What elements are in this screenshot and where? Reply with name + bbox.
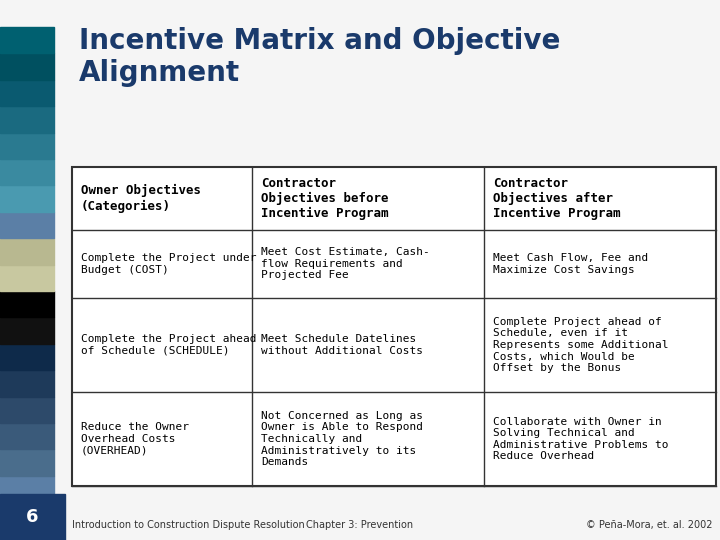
Text: Collaborate with Owner in
Solving Technical and
Administrative Problems to
Reduc: Collaborate with Owner in Solving Techni… — [493, 416, 669, 461]
Text: Not Concerned as Long as
Owner is Able to Respond
Technically and
Administrative: Not Concerned as Long as Owner is Able t… — [261, 411, 423, 467]
Text: Contractor
Objectives after
Incentive Program: Contractor Objectives after Incentive Pr… — [493, 177, 621, 220]
Bar — [0, 423, 54, 449]
Text: Meet Schedule Datelines
without Additional Costs: Meet Schedule Datelines without Addition… — [261, 334, 423, 356]
Text: 6: 6 — [26, 508, 39, 526]
Bar — [0, 265, 54, 291]
Text: Incentive Matrix and Objective
Alignment: Incentive Matrix and Objective Alignment — [79, 27, 561, 87]
Text: Complete the Project under
Budget (COST): Complete the Project under Budget (COST) — [81, 253, 256, 274]
Text: Complete the Project ahead
of Schedule (SCHEDULE): Complete the Project ahead of Schedule (… — [81, 334, 256, 356]
Text: Chapter 3: Prevention: Chapter 3: Prevention — [307, 521, 413, 530]
Text: Introduction to Construction Dispute Resolution: Introduction to Construction Dispute Res… — [72, 521, 305, 530]
Bar — [0, 185, 54, 212]
Bar — [0, 494, 65, 540]
Bar — [0, 80, 54, 106]
Bar — [72, 167, 716, 486]
Bar — [0, 318, 54, 344]
Text: Meet Cash Flow, Fee and
Maximize Cost Savings: Meet Cash Flow, Fee and Maximize Cost Sa… — [493, 253, 648, 274]
Bar — [0, 159, 54, 185]
Bar — [0, 396, 54, 423]
Bar — [0, 370, 54, 396]
Bar — [0, 344, 54, 370]
Text: Complete Project ahead of
Schedule, even if it
Represents some Additional
Costs,: Complete Project ahead of Schedule, even… — [493, 317, 669, 373]
Bar — [72, 167, 716, 486]
Bar — [0, 476, 54, 502]
Text: Owner Objectives
(Categories): Owner Objectives (Categories) — [81, 184, 201, 213]
Bar — [0, 106, 54, 133]
Text: © Peña-Mora, et. al. 2002: © Peña-Mora, et. al. 2002 — [586, 521, 713, 530]
Bar — [0, 212, 54, 238]
Bar — [0, 238, 54, 265]
Bar — [0, 291, 54, 318]
Text: Meet Cost Estimate, Cash-
flow Requirements and
Projected Fee: Meet Cost Estimate, Cash- flow Requireme… — [261, 247, 430, 280]
Bar — [0, 27, 54, 53]
Text: Contractor
Objectives before
Incentive Program: Contractor Objectives before Incentive P… — [261, 177, 389, 220]
Text: Reduce the Owner
Overhead Costs
(OVERHEAD): Reduce the Owner Overhead Costs (OVERHEA… — [81, 422, 189, 456]
Bar — [0, 449, 54, 476]
Bar — [0, 133, 54, 159]
Bar — [0, 53, 54, 80]
